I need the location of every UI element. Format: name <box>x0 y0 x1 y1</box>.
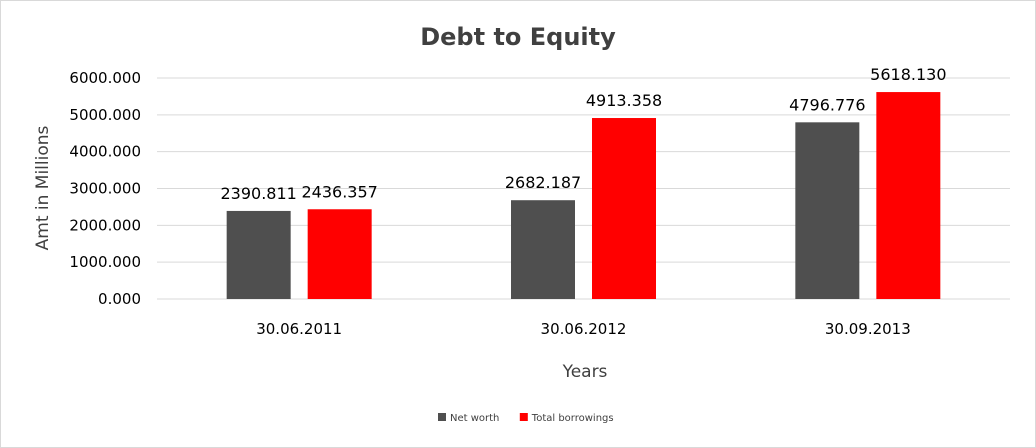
x-axis-title: Years <box>562 362 608 382</box>
legend-swatch <box>519 413 528 421</box>
y-tick-label: 1000.000 <box>69 253 141 271</box>
bar-net-worth <box>795 122 860 299</box>
bar-net-worth <box>226 210 291 299</box>
y-tick-label: 6000.000 <box>69 69 141 87</box>
y-tick-labels: 0.000 1000.000 2000.000 3000.000 4000.000 500… <box>69 69 141 308</box>
chart-title: Debt to Equity <box>420 23 616 51</box>
category-label: 30.09.2013 <box>825 320 911 338</box>
y-tick-label: 4000.000 <box>69 143 141 161</box>
bars <box>226 92 941 299</box>
legend: Net worth Total borrowings <box>438 413 614 424</box>
y-tick-label: 5000.000 <box>69 106 141 124</box>
bar-net-worth <box>511 200 575 299</box>
category-label: 30.06.2011 <box>256 320 342 338</box>
category-labels: 30.06.2011 30.06.2012 30.09.2013 <box>256 320 911 338</box>
y-axis-title: Amt in Millions <box>33 125 53 250</box>
bar-total-borrowings <box>876 92 941 299</box>
data-label: 2436.357 <box>301 182 377 201</box>
legend-swatch <box>438 413 446 421</box>
bar-total-borrowings <box>592 118 656 299</box>
y-tick-label: 2000.000 <box>69 216 141 234</box>
data-labels: 2390.811 2436.357 2682.187 4913.358 4796.776… <box>220 65 946 203</box>
gridlines <box>157 77 1010 300</box>
data-label: 5618.130 <box>870 65 946 84</box>
category-label: 30.06.2012 <box>541 320 627 338</box>
legend-label: Total borrowings <box>531 413 614 424</box>
bar-total-borrowings <box>307 209 372 299</box>
data-label: 4913.358 <box>586 91 662 110</box>
legend-label: Net worth <box>450 413 499 424</box>
data-label: 4796.776 <box>789 95 865 114</box>
y-tick-label: 3000.000 <box>69 180 141 198</box>
data-label: 2390.811 <box>220 184 296 203</box>
y-tick-label: 0.000 <box>98 290 141 308</box>
data-label: 2682.187 <box>505 173 581 192</box>
